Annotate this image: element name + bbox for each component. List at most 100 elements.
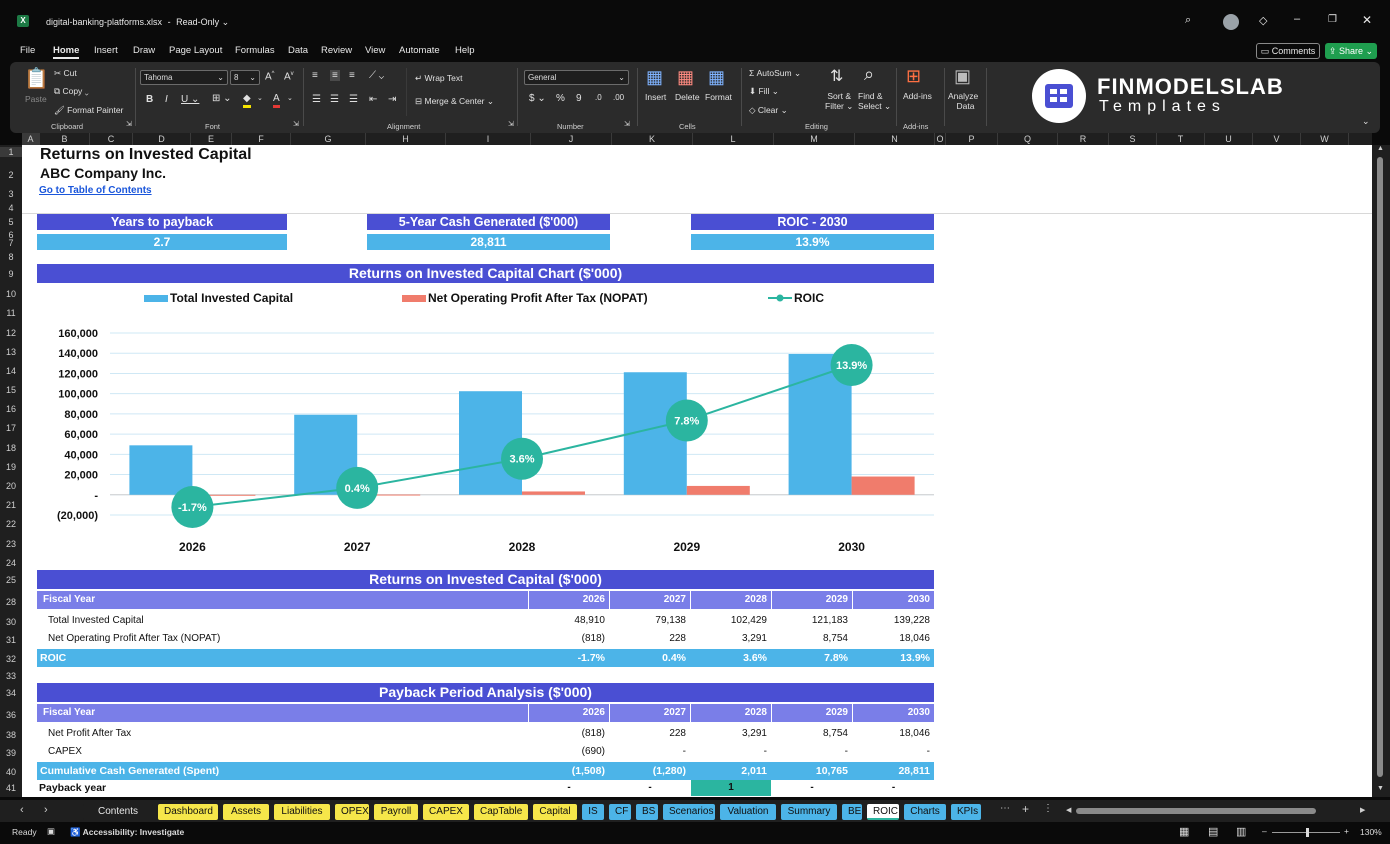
table-cell[interactable]: (818) <box>581 633 605 644</box>
column-header[interactable]: J <box>531 133 612 145</box>
row-header[interactable]: 14 <box>5 366 16 376</box>
table-cell[interactable]: - <box>648 782 652 793</box>
column-header[interactable]: N <box>855 133 935 145</box>
zoom-slider-thumb[interactable] <box>1306 828 1309 837</box>
table-cell[interactable]: 3.6% <box>743 652 767 664</box>
align-left-icon[interactable]: ☰ <box>312 94 321 105</box>
table-cell[interactable]: - <box>682 746 686 757</box>
menu-page-layout[interactable]: Page Layout <box>169 45 223 56</box>
table-cell[interactable]: 3,291 <box>741 633 767 644</box>
sheet-tab[interactable]: Payroll <box>374 804 418 820</box>
align-center-icon[interactable]: ☰ <box>330 94 339 105</box>
sheet-tab[interactable]: Valuation <box>720 804 776 820</box>
analyze-data-icon[interactable]: ▣ <box>954 66 972 86</box>
row-header[interactable]: 34 <box>5 688 16 698</box>
column-header[interactable]: T <box>1157 133 1205 145</box>
fill-color-icon[interactable]: ◆ <box>243 93 251 108</box>
column-header[interactable]: R <box>1058 133 1109 145</box>
increase-decimal-icon[interactable]: .0 <box>595 93 602 102</box>
column-header[interactable]: F <box>232 133 291 145</box>
row-header[interactable]: 5 <box>8 217 14 227</box>
row-header[interactable]: 21 <box>5 500 16 510</box>
row-header[interactable]: 16 <box>5 404 16 414</box>
row-header[interactable]: 17 <box>5 423 16 433</box>
table-cell[interactable]: 102,429 <box>730 615 767 626</box>
row-header[interactable]: 38 <box>5 730 16 740</box>
paste-button[interactable]: Paste <box>25 94 47 104</box>
cut-button[interactable]: ✂ Cut <box>54 68 77 78</box>
delete-cells-icon[interactable]: ▦ <box>677 67 695 87</box>
scroll-left-icon[interactable]: ◀ <box>1066 807 1072 814</box>
sheet-tab[interactable]: CAPEX <box>423 804 469 820</box>
row-header[interactable]: 19 <box>5 462 16 472</box>
addins-icon[interactable]: ⊞ <box>906 66 922 86</box>
sheet-tab[interactable]: Dashboard <box>158 804 218 820</box>
column-header[interactable]: I <box>446 133 531 145</box>
sheet-tab[interactable]: BS <box>636 804 658 820</box>
format-painter-button[interactable]: 🖌 Format Painter <box>54 105 124 115</box>
increase-font-icon[interactable]: A^ <box>265 71 275 83</box>
collapse-ribbon-icon[interactable]: ⌄ <box>1362 116 1370 126</box>
row-header[interactable]: 39 <box>5 748 16 758</box>
decrease-indent-icon[interactable]: ⇤ <box>369 94 378 105</box>
close-icon[interactable]: ✕ <box>1362 13 1373 27</box>
row-header[interactable]: 36 <box>5 710 16 720</box>
bold-icon[interactable]: B <box>146 94 154 105</box>
align-right-icon[interactable]: ☰ <box>349 94 358 105</box>
column-header[interactable]: P <box>946 133 998 145</box>
menu-file[interactable]: File <box>20 45 36 56</box>
table-cell[interactable]: 121,183 <box>811 615 848 626</box>
table-cell[interactable]: 228 <box>669 728 686 739</box>
table-cell[interactable]: 18,046 <box>899 633 930 644</box>
currency-icon[interactable]: $ ⌄ <box>529 93 546 104</box>
row-header[interactable]: 18 <box>5 443 16 453</box>
column-header[interactable]: A <box>22 133 40 145</box>
column-header[interactable]: M <box>774 133 855 145</box>
column-header[interactable]: D <box>133 133 191 145</box>
horizontal-scroll-thumb[interactable] <box>1076 808 1316 814</box>
column-header[interactable]: C <box>90 133 133 145</box>
roic-chart[interactable]: Total Invested Capital Net Operating Pro… <box>22 283 952 565</box>
table-cell[interactable]: - <box>891 782 896 793</box>
sheet-tab[interactable]: Liabilities <box>274 804 330 820</box>
merge-center-button[interactable]: ⊟ Merge & Center ⌄ <box>415 96 494 106</box>
table-cell[interactable]: - <box>844 746 848 757</box>
chevron-down-icon[interactable]: ⌄ <box>257 95 263 102</box>
sheet-tab[interactable]: KPIs <box>951 804 981 820</box>
page-layout-view-icon[interactable]: ▤ <box>1208 826 1219 838</box>
addins-button[interactable]: Add-ins <box>903 91 932 101</box>
share-button[interactable]: ⇪ Share ⌄ <box>1325 43 1377 59</box>
menu-data[interactable]: Data <box>288 45 309 56</box>
row-header[interactable]: 4 <box>8 203 14 213</box>
table-cell[interactable]: (690) <box>581 746 605 757</box>
scroll-down-icon[interactable]: ▼ <box>1377 785 1384 792</box>
italic-icon[interactable]: I <box>165 94 168 105</box>
row-header[interactable]: 15 <box>5 385 16 395</box>
analyze-data-button[interactable]: Analyze Data <box>948 91 979 111</box>
orientation-icon[interactable]: ⟋ ⌄ <box>369 70 385 81</box>
sheet-tab[interactable]: Charts <box>904 804 946 820</box>
dialog-launcher-icon[interactable]: ⇲ <box>508 121 514 128</box>
menu-home[interactable]: Home <box>53 45 80 59</box>
borders-icon[interactable]: ⊞ ⌄ <box>212 93 232 104</box>
column-header[interactable]: U <box>1205 133 1253 145</box>
zoom-level[interactable]: 130% <box>1360 827 1382 837</box>
table-cell[interactable]: 3,291 <box>741 728 767 739</box>
page-break-view-icon[interactable]: ▥ <box>1236 826 1247 838</box>
chevron-down-icon[interactable]: ⌄ <box>221 17 230 27</box>
add-sheet-icon[interactable]: + <box>1022 802 1030 816</box>
sheet-tab[interactable]: OPEX <box>335 804 369 820</box>
menu-automate[interactable]: Automate <box>399 45 440 56</box>
row-header[interactable]: 20 <box>5 481 16 491</box>
restore-icon[interactable]: ❐ <box>1328 14 1337 25</box>
align-top-icon[interactable]: ≡ <box>312 70 318 81</box>
insert-cells-button[interactable]: Insert <box>645 92 667 102</box>
search-icon[interactable]: ⌕ <box>1185 14 1192 26</box>
avatar[interactable] <box>1223 14 1239 30</box>
row-header[interactable]: 10 <box>5 289 16 299</box>
comma-icon[interactable]: 9 <box>576 93 582 104</box>
column-header[interactable]: B <box>40 133 90 145</box>
sort-filter-button[interactable]: Sort & Filter ⌄ <box>825 91 854 111</box>
sheet-tab[interactable]: Summary <box>781 804 837 820</box>
row-header[interactable]: 24 <box>5 558 16 568</box>
